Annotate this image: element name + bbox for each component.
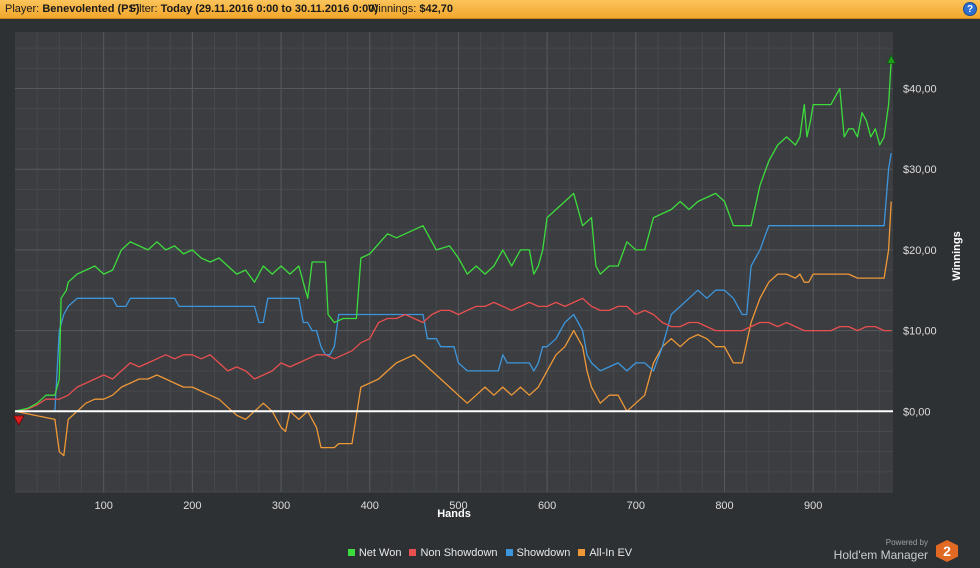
legend-label: Net Won	[358, 547, 402, 559]
x-tick-label: 800	[715, 500, 733, 512]
x-axis-ticks: 100 200 300 400 500 600 700 800 900	[95, 500, 823, 512]
y-tick-label: $10,00	[903, 326, 937, 338]
y-tick-label: $0,00	[903, 406, 931, 418]
series-line-all-in-ev	[14, 201, 892, 457]
markers	[13, 54, 896, 426]
x-tick-label: 400	[361, 500, 379, 512]
legend-item[interactable]: Net Won	[347, 547, 402, 559]
player-name: Benevolented (PS)	[42, 3, 140, 15]
legend-item[interactable]: Non Showdown	[409, 547, 498, 559]
y-tick-label: $40,00	[903, 83, 937, 95]
x-tick-label: 100	[95, 500, 113, 512]
legend-label: Non Showdown	[420, 547, 498, 559]
header-bar: Player: Benevolented (PS) Filter: Today …	[0, 0, 980, 19]
winnings-label: Winnings:	[368, 3, 417, 15]
product-name: Hold'em Manager	[833, 548, 928, 562]
y-axis-title: Winnings	[951, 231, 963, 280]
x-tick-label: 500	[449, 500, 467, 512]
legend-label: Showdown	[516, 547, 571, 559]
filter-label: Filter:	[130, 3, 158, 15]
start-marker-icon	[13, 415, 25, 426]
legend-item[interactable]: Showdown	[505, 547, 571, 559]
legend-swatch	[347, 549, 355, 556]
y-axis-ticks: $0,00 $10,00 $20,00 $30,00 $40,00	[903, 83, 937, 418]
branding: Powered by Hold'em Manager 2	[828, 538, 968, 566]
x-tick-label: 700	[627, 500, 645, 512]
filter-info: Filter: Today (29.11.2016 0:00 to 30.11.…	[130, 0, 378, 18]
legend-label: All-In EV	[589, 547, 633, 559]
legend-swatch	[578, 549, 586, 556]
filter-value: Today (29.11.2016 0:00 to 30.11.2016 0:0…	[160, 3, 379, 15]
player-info: Player: Benevolented (PS)	[5, 0, 140, 18]
help-icon[interactable]: ?	[963, 2, 977, 16]
series-line-showdown	[15, 152, 892, 412]
legend-swatch	[505, 549, 513, 556]
legend-swatch	[409, 549, 417, 556]
x-axis-title: Hands	[437, 508, 471, 520]
winnings-info: Winnings: $42,70	[368, 0, 453, 18]
powered-by-text: Powered by	[885, 538, 928, 547]
y-tick-label: $30,00	[903, 164, 937, 176]
series-line-non-showdown	[14, 297, 892, 412]
y-tick-label: $20,00	[903, 245, 937, 257]
player-label: Player:	[5, 3, 40, 15]
x-tick-label: 300	[272, 500, 290, 512]
chart-legend: Net Won Non Showdown Showdown All-In EV	[0, 547, 980, 563]
series-layer	[14, 60, 892, 457]
winnings-graph: 100 200 300 400 500 600 700 800 900 $0,00$10,00$…	[13, 32, 963, 520]
x-tick-label: 200	[183, 500, 201, 512]
hem2-logo-icon: 2	[936, 540, 958, 562]
winnings-value: $42,70	[419, 3, 454, 15]
plot-area	[15, 32, 893, 492]
x-tick-label: 900	[804, 500, 822, 512]
end-marker-icon	[886, 54, 896, 64]
x-tick-label: 600	[538, 500, 556, 512]
series-line-net-won	[14, 60, 892, 412]
legend-item[interactable]: All-In EV	[578, 547, 632, 559]
